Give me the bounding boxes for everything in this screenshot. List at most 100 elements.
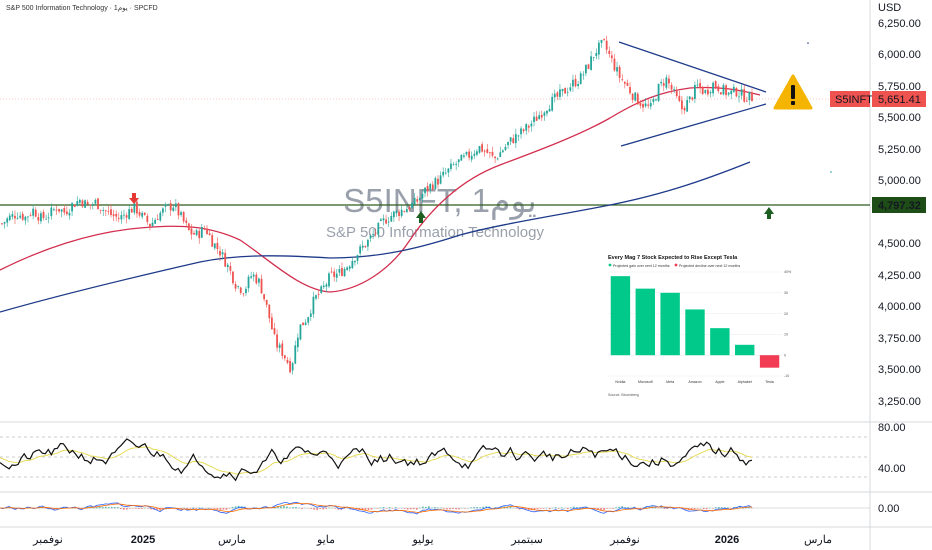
candle-body — [76, 201, 79, 206]
candle-body — [418, 198, 421, 201]
candle-body — [187, 223, 190, 231]
candle-body — [564, 87, 567, 94]
candle-body — [595, 53, 598, 57]
candle-body — [289, 361, 291, 373]
macd-bar — [434, 507, 436, 509]
candle-body — [543, 112, 546, 116]
x-tick-label: مايو — [316, 534, 335, 546]
x-tick-label: 2026 — [715, 534, 739, 546]
candle-body — [32, 208, 35, 216]
candle-body — [403, 211, 406, 213]
candle-body — [156, 219, 159, 220]
macd-bar — [515, 508, 518, 509]
candle-body — [476, 151, 478, 155]
y-tick-label: 5,500.00 — [878, 112, 921, 124]
candle-body — [164, 204, 167, 207]
ma-slow-line[interactable] — [0, 161, 751, 313]
candle-body — [437, 178, 439, 185]
candle-body — [748, 91, 751, 101]
candle-body — [172, 207, 175, 211]
macd-bar — [573, 506, 575, 509]
candle-body — [424, 187, 426, 194]
candle-body — [400, 209, 403, 216]
level-badge[interactable]: 4,797.32 — [872, 197, 926, 213]
candle-body — [673, 89, 676, 90]
macd-bar — [428, 506, 430, 509]
inset-y-tick: 10 — [784, 333, 788, 337]
macd-bar — [524, 508, 527, 510]
candle-body — [574, 78, 577, 87]
triangle-lower-line[interactable] — [620, 103, 767, 147]
candle-body — [211, 235, 214, 247]
rsi-line[interactable] — [0, 438, 753, 482]
rsi-panel[interactable] — [0, 436, 870, 482]
macd-bar — [406, 508, 409, 510]
candle-body — [356, 255, 359, 261]
triangle-upper-line[interactable] — [618, 41, 767, 93]
price-badge[interactable]: S5INFT 5,651.41 — [830, 91, 926, 107]
candle-body — [701, 87, 704, 95]
candle-body — [341, 267, 343, 276]
candle-body — [431, 184, 434, 190]
candle-body — [29, 215, 32, 216]
inset-y-tick: 30 — [784, 291, 788, 295]
candle-body — [719, 92, 722, 95]
candle-body — [540, 114, 543, 118]
macd-bar — [660, 507, 663, 509]
candle-body — [330, 271, 333, 273]
macd-bar — [337, 508, 340, 510]
macd-bar — [509, 506, 512, 509]
macd-bar — [705, 508, 708, 510]
candle-body — [732, 86, 735, 92]
candle-body — [367, 239, 369, 247]
macd-bar — [352, 508, 355, 510]
ma-fast-line[interactable] — [0, 86, 761, 293]
candle-body — [551, 96, 554, 111]
macd-tick-label: 0.00 — [878, 503, 899, 515]
candle-body — [618, 66, 621, 78]
macd-bar — [576, 507, 578, 509]
inset-bar — [635, 288, 655, 356]
macd-bar — [147, 508, 149, 509]
candlestick-series[interactable] — [1, 35, 753, 375]
candle-body — [206, 228, 208, 234]
currency-label: USD — [878, 2, 901, 14]
x-tick-label: 2025 — [131, 534, 155, 546]
candle-body — [520, 128, 522, 135]
y-tick-label: 6,250.00 — [878, 18, 921, 30]
macd-bar — [690, 508, 693, 510]
candle-body — [242, 293, 245, 295]
price-axis[interactable]: 6,250.00 6,000.00 5,750.00 5,500.00 5,25… — [878, 18, 921, 515]
candle-body — [53, 209, 55, 211]
candle-body — [232, 271, 234, 284]
macd-bar — [527, 508, 530, 511]
macd-panel[interactable] — [0, 501, 870, 515]
candle-body — [250, 276, 253, 278]
macd-bar — [334, 508, 337, 509]
candle-body — [377, 222, 380, 235]
x-tick-label: نوفمبر — [609, 534, 640, 546]
candle-body — [291, 363, 294, 371]
candle-body — [136, 201, 138, 214]
inset-category-label: Amazon — [688, 380, 701, 384]
candle-body — [333, 271, 336, 277]
macd-bar — [198, 507, 201, 509]
candle-body — [55, 209, 58, 211]
inset-bar — [735, 344, 755, 356]
macd-bar — [104, 506, 107, 509]
macd-bar — [162, 508, 164, 509]
candle-body — [45, 218, 48, 220]
candle-body — [597, 42, 600, 55]
inset-y-tick: 40% — [784, 270, 792, 274]
time-axis[interactable]: نوفمبر 2025 مارس مايو يوليو سبتمبر نوفمب… — [32, 534, 832, 546]
inset-category-label: Alphabet — [738, 380, 752, 384]
candle-body — [411, 202, 413, 209]
candle-body — [470, 155, 473, 160]
candle-body — [688, 96, 691, 100]
macd-bar — [367, 508, 370, 511]
candle-body — [299, 324, 302, 340]
macd-bar — [482, 506, 485, 509]
inset-y-tick: 20 — [784, 312, 788, 316]
macd-bar — [403, 508, 406, 509]
